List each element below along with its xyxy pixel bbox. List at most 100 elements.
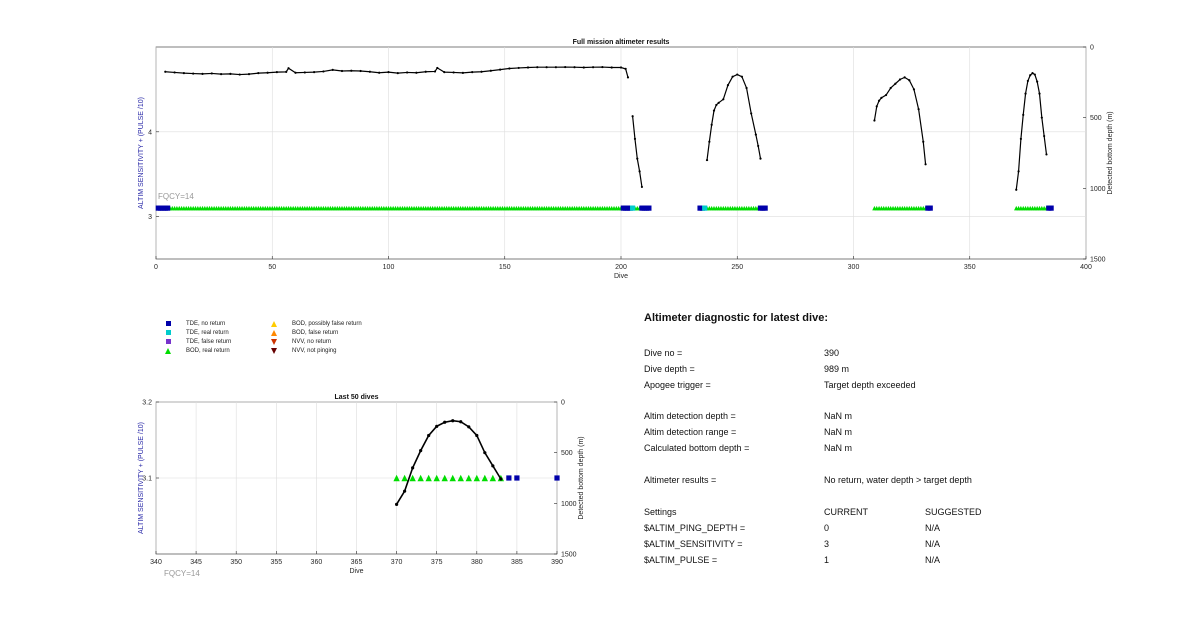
depth-point bbox=[917, 108, 920, 111]
depth-point bbox=[322, 70, 325, 73]
depth-point bbox=[898, 78, 902, 81]
depth-point bbox=[1026, 79, 1029, 83]
x-tick-label: 380 bbox=[471, 559, 483, 566]
depth-point bbox=[247, 73, 251, 76]
y2-tick-label: 0 bbox=[1090, 45, 1094, 52]
diagnostic-suggested: N/A bbox=[925, 555, 941, 565]
x-tick-label: 0 bbox=[154, 264, 158, 271]
depth-point bbox=[705, 158, 709, 162]
tde-no-return-marker bbox=[506, 475, 512, 481]
depth-point bbox=[499, 477, 503, 481]
legend-label: NVV, not pinging bbox=[292, 348, 337, 354]
tde-no-return-marker bbox=[514, 475, 520, 481]
x-tick-label: 250 bbox=[731, 264, 743, 271]
depth-point bbox=[903, 76, 906, 79]
legend-item: TDE, real return bbox=[165, 329, 229, 337]
diagnostic-label: Altim detection depth = bbox=[644, 411, 736, 421]
depth-point bbox=[368, 70, 371, 73]
depth-point bbox=[536, 66, 539, 69]
tde-no-return-marker bbox=[762, 205, 768, 211]
y2-tick-label: 0 bbox=[561, 400, 565, 407]
depth-point bbox=[266, 71, 269, 74]
depth-point bbox=[1033, 73, 1036, 76]
y2-axis-label: Detected bottom depth (m) bbox=[578, 436, 585, 519]
depth-point bbox=[710, 123, 713, 126]
tde-real-return-marker bbox=[630, 205, 636, 211]
depth-point bbox=[424, 70, 427, 73]
x-tick-label: 385 bbox=[511, 559, 523, 566]
depth-point bbox=[350, 69, 353, 72]
depth-point bbox=[406, 71, 409, 74]
y2-tick-label: 500 bbox=[1090, 115, 1102, 122]
depth-point bbox=[359, 69, 362, 73]
x-tick-label: 345 bbox=[190, 559, 202, 566]
depth-point bbox=[880, 96, 883, 99]
depth-point bbox=[436, 66, 439, 70]
x-tick-label: 300 bbox=[848, 264, 860, 271]
depth-point bbox=[294, 71, 297, 74]
bod-real-marker bbox=[433, 474, 440, 482]
depth-point bbox=[471, 71, 474, 74]
y2-tick-label: 1500 bbox=[1090, 257, 1106, 264]
x-axis-label: Dive bbox=[349, 568, 363, 575]
depth-point bbox=[526, 66, 530, 69]
diagnostic-label: $ALTIM_PING_DEPTH = bbox=[644, 523, 746, 533]
x-tick-label: 375 bbox=[431, 559, 443, 566]
diagnostic-title: Altimeter diagnostic for latest dive: bbox=[644, 312, 828, 324]
legend-marker bbox=[270, 347, 278, 355]
depth-point bbox=[712, 109, 716, 112]
bod-real-marker bbox=[441, 474, 448, 482]
x-tick-label: 355 bbox=[270, 559, 282, 566]
x-tick-label: 400 bbox=[1080, 264, 1092, 271]
depth-point bbox=[633, 137, 637, 140]
diagnostic-value: 1 bbox=[824, 555, 830, 565]
tde-no-return-marker bbox=[554, 475, 560, 481]
x-tick-label: 360 bbox=[311, 559, 323, 566]
bod-real-marker bbox=[425, 474, 432, 482]
depth-point bbox=[403, 489, 407, 493]
depth-point bbox=[875, 105, 878, 108]
depth-point bbox=[754, 133, 757, 136]
legend-item: NVV, no return bbox=[271, 338, 331, 346]
depth-point bbox=[491, 464, 495, 468]
depth-point bbox=[164, 70, 167, 73]
bod-real-marker bbox=[465, 474, 472, 482]
depth-point bbox=[717, 101, 720, 104]
y2-axis-label: Detected bottom depth (m) bbox=[1107, 111, 1114, 194]
diagnostic-label: Apogee trigger = bbox=[644, 380, 711, 390]
legend-item: TDE, false return bbox=[165, 338, 232, 346]
y-axis-label: ALTIM SENSITIVITY + (PULSE /10) bbox=[138, 97, 145, 209]
depth-point bbox=[1022, 113, 1025, 116]
legend-marker bbox=[270, 338, 278, 346]
depth-point bbox=[517, 66, 520, 70]
depth-point bbox=[1024, 92, 1027, 95]
diagnostic-suggested: N/A bbox=[925, 523, 941, 533]
legend-item: NVV, not pinging bbox=[271, 347, 337, 355]
depth-point bbox=[884, 93, 888, 97]
depth-point bbox=[433, 70, 437, 73]
depth-point bbox=[387, 71, 390, 74]
diagnostic-label: $ALTIM_SENSITIVITY = bbox=[644, 539, 743, 549]
depth-point bbox=[285, 70, 288, 73]
depth-point bbox=[452, 71, 455, 74]
depth-point bbox=[182, 72, 185, 75]
diagnostic-suggested: N/A bbox=[925, 539, 941, 549]
x-tick-label: 350 bbox=[964, 264, 976, 271]
legend-label: TDE, false return bbox=[186, 339, 232, 345]
legend-marker bbox=[164, 347, 172, 355]
diagnostic-label: $ALTIM_PULSE = bbox=[644, 555, 718, 565]
bod-real-marker bbox=[401, 474, 408, 482]
depth-point bbox=[275, 71, 278, 74]
legend: TDE, no return TDE, real return TDE, false… bbox=[155, 320, 415, 364]
depth-point bbox=[601, 65, 604, 69]
y-tick-label: 4 bbox=[148, 129, 152, 136]
depth-point bbox=[1031, 72, 1034, 75]
depth-point bbox=[483, 451, 487, 455]
fqcy-annotation: FQCY=14 bbox=[164, 569, 200, 578]
y-tick-label: 3 bbox=[148, 214, 152, 221]
legend-label: BOD, false return bbox=[292, 330, 339, 336]
chart-title: Last 50 dives bbox=[335, 394, 379, 401]
diagnostic-value: No return, water depth > target depth bbox=[824, 475, 972, 485]
depth-point bbox=[573, 66, 576, 69]
depth-series-line bbox=[395, 419, 502, 505]
